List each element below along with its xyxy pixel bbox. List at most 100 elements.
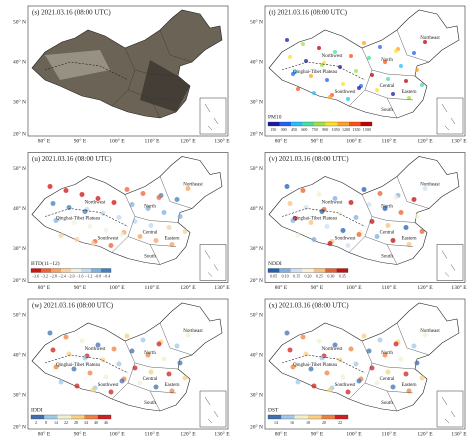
colorbar-cell [81, 268, 91, 273]
lon-label: 110° E [145, 430, 161, 437]
colorbar-tick: −1.6 [76, 273, 83, 278]
data-patch [411, 343, 417, 349]
data-patch [145, 352, 151, 358]
colorbar-tick: −3.6 [32, 273, 39, 278]
data-patch [103, 374, 109, 380]
data-patch [348, 200, 354, 205]
lat-label: 50° N [250, 18, 263, 25]
data-patch [311, 383, 317, 389]
colorbar-cell [336, 268, 348, 273]
colorbar-cell [84, 415, 98, 419]
lon-label: 100° E [346, 430, 362, 437]
colorbar-cell [302, 122, 315, 126]
data-patch [295, 233, 301, 238]
data-patch [374, 380, 380, 386]
lat-label: 20° N [250, 277, 263, 284]
region-label: Northwest [322, 54, 343, 59]
region-label: Eastern [402, 90, 417, 95]
lat-label: 50° N [250, 311, 263, 318]
lat-label: 30° N [250, 391, 263, 398]
data-patch [156, 341, 162, 347]
data-patch [174, 197, 180, 202]
data-patch [333, 50, 337, 54]
region-label: Qinghai-Tibet Plateau [56, 363, 101, 368]
data-patch [103, 228, 109, 233]
data-patch [153, 238, 159, 243]
colorbar-label: BTD(11−12) [31, 260, 60, 267]
colorbar-cell [268, 122, 280, 126]
region-label: Central [143, 377, 158, 382]
data-patch [422, 186, 428, 191]
lat-label: 40° N [250, 58, 263, 65]
data-patch [111, 200, 117, 205]
colorbar-tick: −0.8 [94, 273, 101, 278]
colorbar-cell [279, 268, 291, 273]
region-label: Qinghai-Tibet Plateau [293, 70, 338, 75]
region-label: Southwest [98, 237, 119, 242]
data-patch [169, 388, 175, 394]
data-patch [420, 83, 424, 87]
data-patch [403, 371, 409, 377]
lon-label: 90° E [311, 430, 324, 437]
panel-title: (u) 2021.03.16 (08:00 UTC) [32, 155, 112, 163]
data-patch [124, 333, 130, 339]
lon-label: 110° E [382, 137, 398, 144]
lat-label: 20° N [250, 423, 263, 430]
colorbar-cell [325, 268, 337, 273]
panel-title: (v) 2021.03.16 (08:00 UTC) [269, 155, 349, 163]
lat-label: 40° N [13, 351, 26, 358]
lat-label: 20° N [13, 130, 26, 137]
data-patch [419, 375, 425, 381]
data-patch [378, 45, 382, 49]
region-label: South [381, 401, 393, 406]
data-patch [53, 364, 59, 370]
colorbar-frame [267, 414, 349, 420]
province-lines [348, 29, 430, 119]
region-label: Northeast [183, 329, 203, 334]
lon-label: 120° E [180, 137, 196, 144]
data-patch [119, 378, 125, 384]
lon-label: 100° E [109, 284, 125, 291]
data-patch [414, 214, 420, 219]
map-panel: (w) 2021.03.16 (08:00 UTC) 50° N 40° N 30° … [13, 298, 230, 437]
data-patch [375, 88, 379, 92]
region-label: Southwest [335, 383, 356, 388]
data-patch [100, 211, 106, 216]
region-label: North [381, 205, 393, 210]
colorbar-cell [31, 415, 45, 419]
data-patch [100, 357, 106, 363]
region-label: Qinghai-Tibet Plateau [56, 217, 101, 222]
data-patch [391, 92, 395, 96]
region-label: Northeast [420, 183, 440, 188]
data-patch [296, 87, 300, 91]
colorbar-cell [71, 415, 85, 419]
data-patch [58, 379, 64, 385]
lon-label: 120° E [180, 430, 196, 437]
data-patch [303, 205, 309, 210]
region-label: Southwest [335, 237, 356, 242]
lat-label: 50° N [13, 165, 26, 172]
province-lines [348, 176, 430, 265]
data-patch [319, 209, 325, 214]
colorbar-cell [290, 268, 303, 273]
data-patch [348, 346, 354, 352]
lon-label: 130° E [451, 137, 467, 144]
data-patch [319, 355, 325, 361]
data-patch [185, 332, 191, 338]
colorbar-tick: 22 [64, 420, 68, 425]
data-patch [324, 370, 330, 376]
colorbar-cell [71, 268, 81, 273]
data-patch [337, 211, 343, 216]
region-label: Qinghai-Tibet Plateau [293, 217, 338, 222]
data-patch [316, 192, 322, 197]
data-patch [332, 196, 338, 201]
colorbar-cell [348, 122, 361, 126]
data-patch [382, 352, 388, 358]
colorbar-tick: 600 [301, 127, 307, 132]
data-patch [327, 387, 333, 393]
inset-box [436, 97, 464, 135]
colorbar-tick: −2.4 [58, 273, 65, 278]
data-patch [328, 95, 332, 99]
lat-label: 50° N [13, 311, 26, 318]
colorbar-tick: 40 [94, 420, 98, 425]
